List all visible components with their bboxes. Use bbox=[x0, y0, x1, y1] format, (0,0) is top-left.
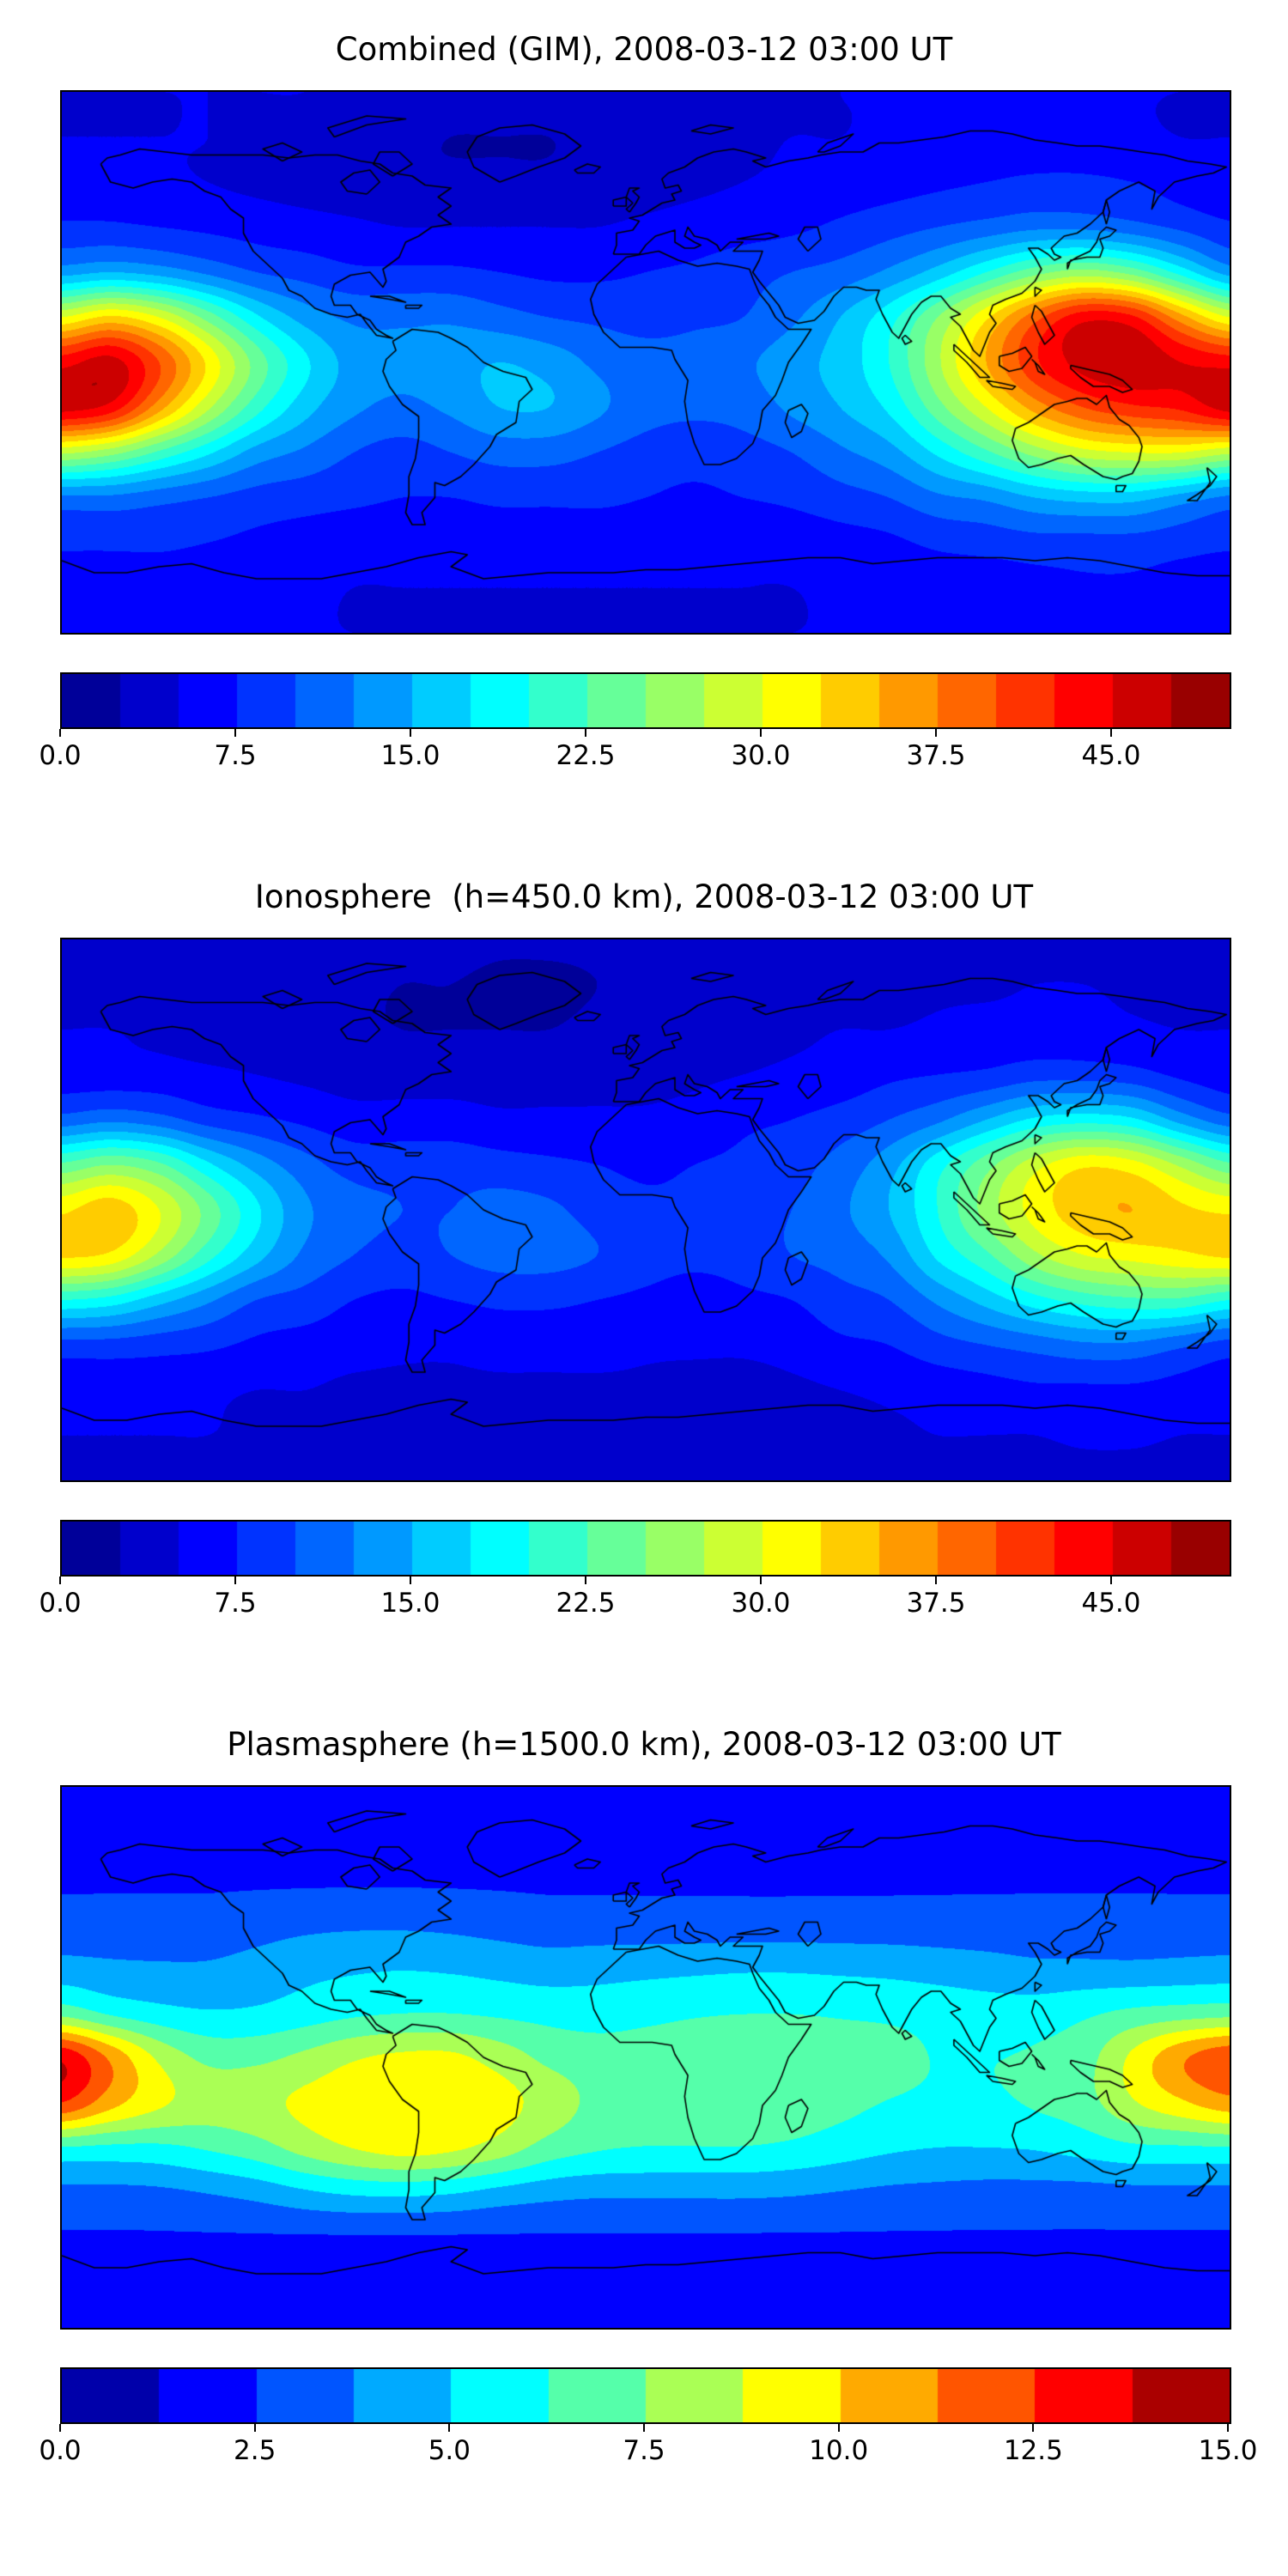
colorbar-ticks-plasmasphere: 0.0 2.5 5.0 7.5 10.0 12.5 15.0 bbox=[39, 2424, 1258, 2474]
panel-combined-gim: Combined (GIM), 2008-03-12 03:00 UT 0.0 7… bbox=[0, 0, 1288, 779]
colorbar-tick-mark bbox=[760, 1577, 762, 1584]
colorbar-tick-mark bbox=[234, 729, 236, 737]
panel-title-ionosphere: Ionosphere (h=450.0 km), 2008-03-12 03:0… bbox=[254, 878, 1034, 915]
colorbar-tick-mark bbox=[1110, 1577, 1112, 1584]
colorbar-ticks-combined: 0.0 7.5 15.0 22.5 30.0 37.5 45.0 bbox=[39, 729, 1228, 779]
colorbar-tick-label: 0.0 bbox=[39, 1588, 82, 1619]
colorbar-tick-label: 15.0 bbox=[1198, 2435, 1258, 2466]
colorbar-plasmasphere: 0.0 2.5 5.0 7.5 10.0 12.5 15.0 bbox=[39, 2367, 1258, 2474]
colorbar-tick-label: 7.5 bbox=[623, 2435, 665, 2466]
colorbar-canvas-combined bbox=[60, 672, 1231, 729]
colorbar-tick-mark bbox=[59, 729, 61, 737]
colorbar-tick-mark bbox=[59, 1577, 61, 1584]
colorbar-tick-mark bbox=[410, 729, 411, 737]
colorbar-tick-mark bbox=[935, 1577, 937, 1584]
colorbar-tick-label: 5.0 bbox=[428, 2435, 471, 2466]
colorbar-tick-mark bbox=[760, 729, 762, 737]
colorbar-tick-label: 45.0 bbox=[1081, 1588, 1141, 1619]
map-plasmasphere bbox=[60, 1785, 1231, 2330]
panel-plasmasphere: Plasmasphere (h=1500.0 km), 2008-03-12 0… bbox=[0, 1695, 1288, 2474]
colorbar-tick-mark bbox=[837, 2424, 840, 2432]
colorbar-tick-label: 37.5 bbox=[906, 740, 966, 771]
colorbar-tick-mark bbox=[1032, 2424, 1035, 2432]
map-combined bbox=[60, 90, 1231, 635]
colorbar-ionosphere: 0.0 7.5 15.0 22.5 30.0 37.5 45.0 bbox=[39, 1520, 1231, 1626]
colorbar-tick-mark bbox=[448, 2424, 451, 2432]
panel-title-combined: Combined (GIM), 2008-03-12 03:00 UT bbox=[335, 31, 953, 68]
colorbar-tick-label: 10.0 bbox=[809, 2435, 869, 2466]
colorbar-tick-label: 7.5 bbox=[214, 1588, 257, 1619]
colorbar-tick-label: 30.0 bbox=[731, 1588, 791, 1619]
colorbar-canvas-plasmasphere bbox=[60, 2367, 1231, 2424]
colorbar-tick-label: 37.5 bbox=[906, 1588, 966, 1619]
colorbar-tick-mark bbox=[59, 2424, 61, 2432]
colorbar-tick-label: 7.5 bbox=[214, 740, 257, 771]
colorbar-tick-label: 22.5 bbox=[556, 1588, 616, 1619]
colorbar-tick-label: 0.0 bbox=[39, 2435, 82, 2466]
colorbar-tick-label: 12.5 bbox=[1003, 2435, 1063, 2466]
colorbar-tick-mark bbox=[643, 2424, 645, 2432]
colorbar-tick-mark bbox=[234, 1577, 236, 1584]
panel-ionosphere: Ionosphere (h=450.0 km), 2008-03-12 03:0… bbox=[0, 848, 1288, 1626]
colorbar-tick-mark bbox=[1110, 729, 1112, 737]
colorbar-tick-label: 15.0 bbox=[380, 740, 440, 771]
colorbar-tick-mark bbox=[585, 1577, 586, 1584]
colorbar-tick-mark bbox=[935, 729, 937, 737]
colorbar-tick-label: 15.0 bbox=[380, 1588, 440, 1619]
colorbar-tick-label: 45.0 bbox=[1081, 740, 1141, 771]
tec-maps-figure: Combined (GIM), 2008-03-12 03:00 UT 0.0 7… bbox=[0, 0, 1288, 2474]
colorbar-combined: 0.0 7.5 15.0 22.5 30.0 37.5 45.0 bbox=[39, 672, 1231, 779]
colorbar-tick-label: 30.0 bbox=[731, 740, 791, 771]
map-canvas-ionosphere bbox=[60, 938, 1231, 1482]
colorbar-tick-label: 2.5 bbox=[234, 2435, 276, 2466]
map-canvas-combined bbox=[60, 90, 1231, 635]
colorbar-ticks-ionosphere: 0.0 7.5 15.0 22.5 30.0 37.5 45.0 bbox=[39, 1577, 1228, 1626]
map-ionosphere bbox=[60, 938, 1231, 1482]
colorbar-tick-mark bbox=[410, 1577, 411, 1584]
panel-title-plasmasphere: Plasmasphere (h=1500.0 km), 2008-03-12 0… bbox=[227, 1726, 1061, 1763]
map-canvas-plasmasphere bbox=[60, 1785, 1231, 2330]
colorbar-tick-mark bbox=[253, 2424, 256, 2432]
colorbar-tick-mark bbox=[585, 729, 586, 737]
colorbar-tick-mark bbox=[1227, 2424, 1229, 2432]
colorbar-tick-label: 22.5 bbox=[556, 740, 616, 771]
colorbar-canvas-ionosphere bbox=[60, 1520, 1231, 1577]
colorbar-tick-label: 0.0 bbox=[39, 740, 82, 771]
